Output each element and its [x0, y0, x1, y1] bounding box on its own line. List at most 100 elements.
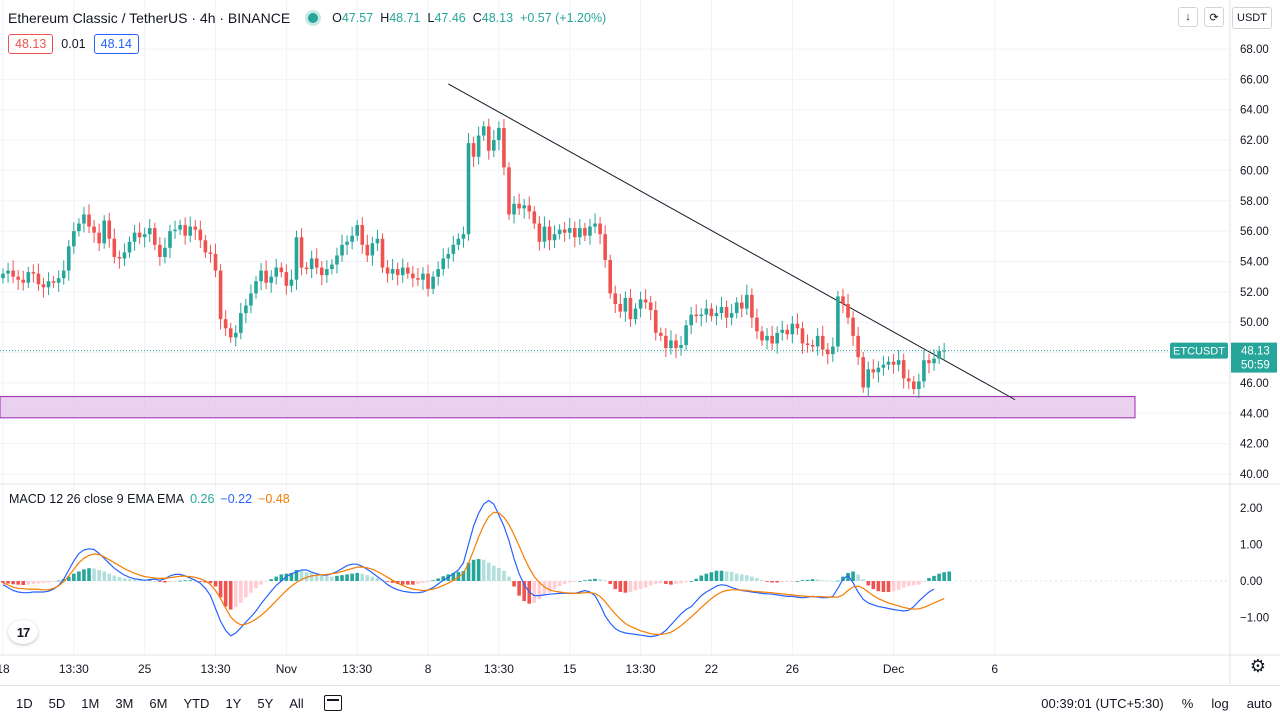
refresh-icon[interactable]: ⟳ — [1204, 7, 1224, 27]
histogram-bar — [56, 580, 61, 582]
candle — [284, 264, 289, 295]
range-6m[interactable]: 6M — [149, 695, 168, 711]
candle — [46, 272, 51, 296]
candle — [886, 356, 891, 371]
candle — [537, 215, 542, 251]
time-tick-label: 22 — [705, 662, 719, 676]
range-3m[interactable]: 3M — [115, 695, 134, 711]
percent-toggle[interactable]: % — [1181, 696, 1194, 711]
candle-body — [416, 278, 420, 280]
candle — [942, 342, 946, 361]
histogram-bar — [734, 573, 739, 581]
histogram-bar — [613, 581, 618, 590]
candle — [244, 298, 248, 324]
histogram-bar — [269, 579, 273, 581]
candle-body — [664, 335, 668, 349]
range-1y[interactable]: 1Y — [225, 695, 242, 711]
histogram-bar — [886, 581, 891, 592]
arrow-down-icon[interactable]: ↓ — [1178, 7, 1198, 27]
candle-body — [466, 143, 471, 235]
histogram-bar — [299, 570, 304, 581]
candle-body — [800, 328, 805, 344]
histogram-bar — [355, 572, 359, 581]
range-5y[interactable]: 5Y — [257, 695, 274, 711]
ohlc-open: O47.57 — [332, 11, 374, 25]
price-tick-label: 50.00 — [1240, 317, 1269, 329]
candle — [851, 311, 855, 347]
histogram-bar — [406, 581, 410, 585]
candle-body — [319, 267, 324, 276]
histogram-bar — [704, 573, 709, 581]
histogram-bar — [153, 581, 157, 582]
histogram-bar — [335, 575, 339, 581]
candle-body — [142, 234, 147, 238]
candle — [436, 261, 440, 286]
candle-body — [294, 237, 299, 280]
candle-body — [512, 203, 516, 215]
macd-label[interactable]: MACD 12 26 close 9 EMA EMA — [9, 492, 185, 506]
auto-toggle[interactable]: auto — [1246, 696, 1272, 711]
candle — [193, 220, 198, 240]
time-tick-label: 8 — [425, 662, 432, 676]
histogram-bar — [395, 581, 400, 584]
histogram-bar — [790, 581, 795, 582]
candle-body — [932, 358, 936, 364]
histogram-bar — [593, 578, 597, 581]
candle-body — [178, 225, 182, 230]
histogram-bar — [345, 574, 349, 581]
candle-body — [122, 252, 127, 259]
candle-body — [325, 269, 329, 276]
histogram-bar — [274, 576, 279, 581]
histogram-bar — [517, 581, 521, 596]
log-toggle[interactable]: log — [1211, 696, 1229, 711]
candle — [557, 224, 562, 240]
candle — [684, 319, 688, 351]
tradingview-logo-icon[interactable]: 17 — [8, 620, 38, 644]
candle — [168, 224, 172, 259]
gear-icon[interactable]: ⚙ — [1249, 656, 1266, 676]
candle-body — [36, 273, 41, 285]
candle-body — [16, 276, 20, 280]
time-tick-label: 26 — [786, 662, 800, 676]
histogram-bar — [319, 575, 324, 581]
range-all[interactable]: All — [289, 695, 304, 711]
calendar-icon[interactable] — [323, 695, 342, 711]
range-ytd[interactable]: YTD — [183, 695, 210, 711]
histogram-bar — [876, 581, 881, 592]
candle-body — [486, 126, 491, 151]
candle — [471, 136, 476, 167]
histogram-bar — [770, 581, 774, 583]
histogram-bar — [679, 581, 683, 584]
candle-body — [127, 241, 132, 253]
clock-display[interactable]: 00:39:01 (UTC+5:30) — [1041, 696, 1164, 711]
histogram-bar — [340, 575, 344, 581]
macd-tick-label: 1.00 — [1240, 539, 1262, 551]
candle — [578, 219, 582, 245]
candle — [233, 325, 238, 347]
range-1d[interactable]: 1D — [16, 695, 33, 711]
candle — [512, 196, 516, 224]
time-tick-label: 13:30 — [484, 662, 514, 676]
candle-body — [937, 351, 941, 359]
sell-price-button[interactable]: 48.13 — [8, 34, 54, 54]
ohlc-low: L47.46 — [427, 11, 466, 25]
range-5d[interactable]: 5D — [48, 695, 66, 711]
buy-price-button[interactable]: 48.14 — [93, 34, 139, 54]
histogram-bar — [689, 581, 693, 582]
histogram-bar — [633, 581, 638, 591]
time-axis-labels: 18 13:30 25 13:30 Nov 13:30 8 13:30 15 13:30 22 26 D… — [0, 662, 998, 676]
currency-button[interactable]: USDT — [1232, 7, 1272, 29]
candle-body — [203, 240, 208, 253]
candle-body — [876, 367, 881, 373]
histogram-bar — [664, 581, 668, 584]
candle-body — [557, 229, 562, 235]
candle-body — [922, 360, 926, 382]
candle — [411, 265, 415, 288]
candle-body — [572, 228, 577, 238]
range-1m[interactable]: 1M — [81, 695, 100, 711]
candle — [345, 235, 349, 255]
symbol-title[interactable]: Ethereum Classic / TetherUS · 4h · BINAN… — [8, 10, 291, 26]
candle-body — [233, 332, 238, 338]
candle — [249, 284, 253, 314]
